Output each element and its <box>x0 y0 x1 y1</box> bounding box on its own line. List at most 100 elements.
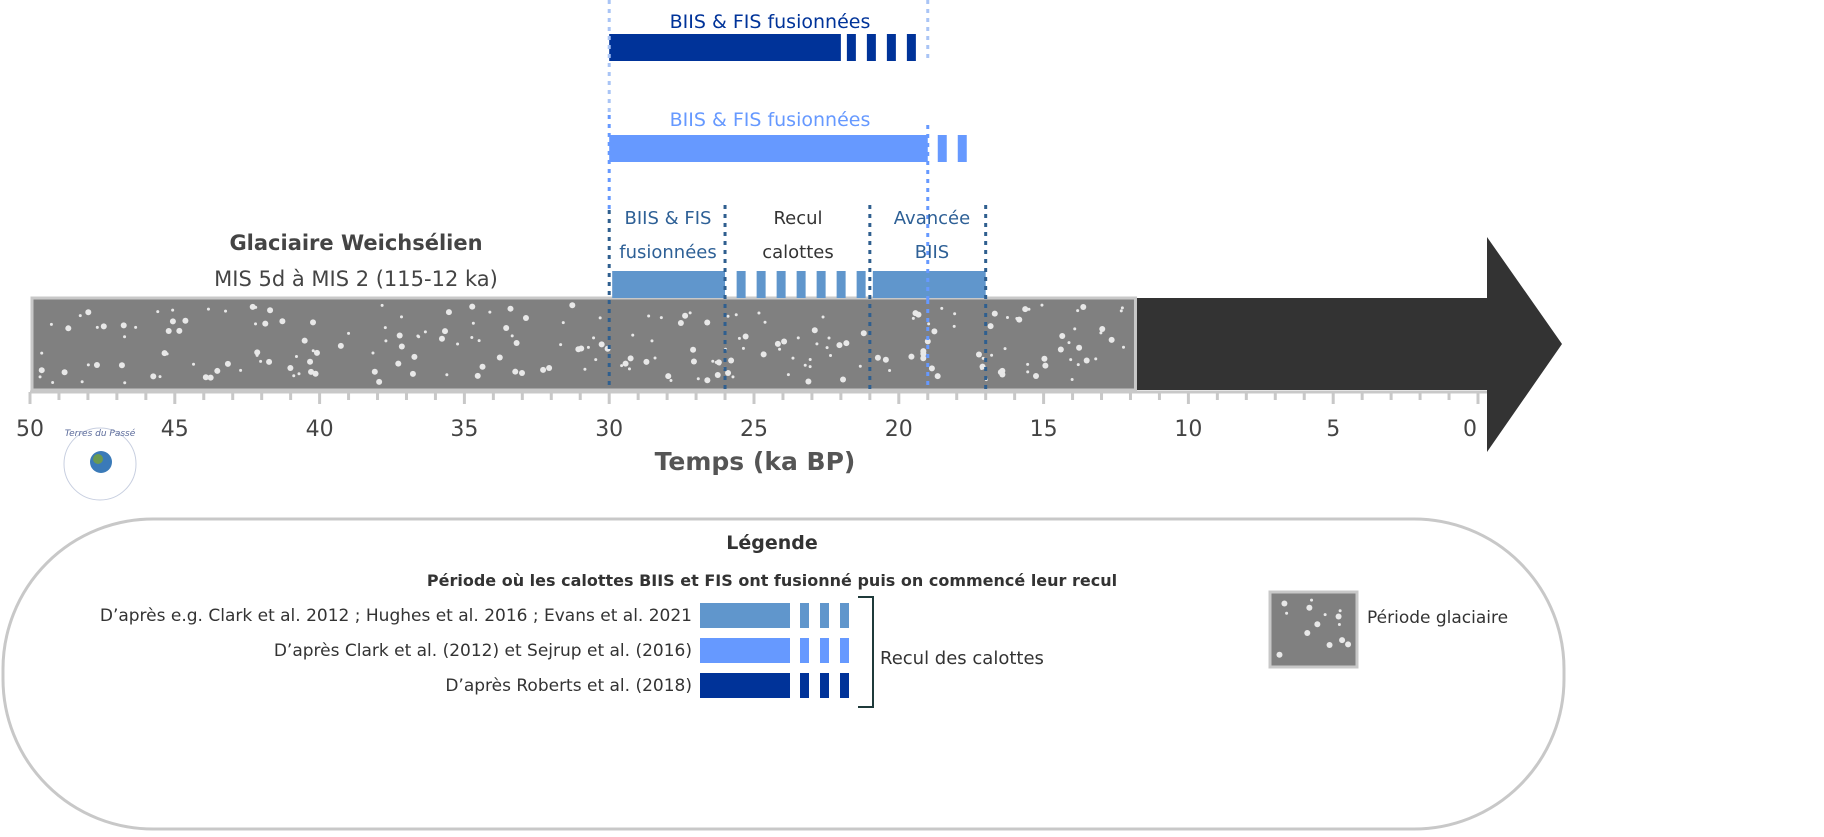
snow-dot <box>192 362 196 366</box>
snow-dot <box>920 355 927 362</box>
snow-dot <box>371 351 375 355</box>
snow-dot <box>920 350 927 357</box>
snow-dot <box>519 370 526 377</box>
snow-dot <box>987 323 994 330</box>
snow-dot <box>540 366 547 373</box>
legend-swatch-solid <box>700 638 790 663</box>
snow-dot <box>182 317 189 324</box>
snow-dot <box>927 322 931 326</box>
snow-dot <box>371 368 378 375</box>
bar-dash-clark-sejrup <box>937 135 947 162</box>
snow-dot <box>224 360 231 367</box>
snow-dot <box>993 312 997 316</box>
snow-dot <box>445 309 452 316</box>
snow-dot <box>815 342 819 346</box>
x-tick-label: 10 <box>1174 417 1202 442</box>
snow-dot <box>409 370 416 377</box>
snow-dot <box>310 319 317 326</box>
glacial-title: Glaciaire Weichsélien <box>229 231 482 255</box>
snow-dot <box>1337 622 1341 626</box>
legend-bracket <box>858 596 874 708</box>
legend-row-label: D’après Clark et al. (2012) et Sejrup et… <box>274 641 692 661</box>
snow-dot <box>682 312 689 319</box>
snow-dot <box>583 367 587 371</box>
snow-dot <box>1057 346 1064 353</box>
snow-dot <box>975 351 982 358</box>
snow-dot <box>513 339 520 346</box>
snow-dot <box>1042 362 1049 369</box>
snow-dot <box>981 356 985 360</box>
legend-swatch-dash <box>840 638 849 663</box>
legend-swatch-dash <box>840 673 849 698</box>
bar-segment-0 <box>612 271 726 298</box>
snow-dot <box>808 365 812 369</box>
snow-dot <box>202 374 209 381</box>
snow-dot <box>207 374 214 381</box>
snow-dot <box>287 364 294 371</box>
snow-dot <box>825 346 829 350</box>
snow-dot <box>1281 600 1288 607</box>
snow-dot <box>952 324 956 328</box>
snow-dot <box>38 367 45 374</box>
snow-dot <box>423 330 427 334</box>
snow-dot <box>620 364 624 368</box>
snow-dot <box>728 357 735 364</box>
snow-dot <box>1033 372 1040 379</box>
bar-dash-segment <box>816 271 826 298</box>
snow-dot <box>38 375 42 379</box>
bar-segment-2 <box>872 271 986 298</box>
snow-dot <box>1338 609 1342 613</box>
snow-dot <box>134 325 138 329</box>
snow-dot <box>1040 303 1044 307</box>
snow-dot <box>908 353 915 360</box>
snow-dot <box>438 335 445 342</box>
snow-dot <box>811 327 818 334</box>
snow-dot <box>307 358 314 365</box>
legend-row-label: D’après Roberts et al. (2018) <box>445 676 692 696</box>
snow-dot <box>669 378 673 382</box>
snow-dot <box>474 372 481 379</box>
snow-dot <box>80 380 84 384</box>
snow-dot <box>399 315 403 319</box>
x-tick-label: 40 <box>306 417 334 442</box>
bar-dash-roberts <box>846 34 856 61</box>
snow-dot <box>575 346 582 353</box>
snow-dot <box>1276 651 1283 658</box>
snow-dot <box>1306 604 1313 611</box>
snow-dot <box>297 372 301 376</box>
seg-merged-label-1: BIIS & FIS <box>625 208 712 229</box>
snow-dot <box>1304 630 1311 637</box>
snow-dot <box>40 351 44 355</box>
snow-dot <box>507 305 514 312</box>
snow-dot <box>85 309 92 316</box>
snow-dot <box>1067 341 1071 345</box>
snow-dot <box>781 338 788 345</box>
snow-dot <box>559 343 563 347</box>
x-axis-label: Temps (ka BP) <box>655 447 856 476</box>
snow-dot <box>763 320 767 324</box>
snow-dot <box>503 325 510 332</box>
snow-dot <box>688 311 692 315</box>
legend-swatch-dash <box>820 638 829 663</box>
snow-dot <box>1345 641 1352 648</box>
snow-dot <box>786 373 790 377</box>
snow-dot <box>384 339 388 343</box>
snow-dot <box>711 359 715 363</box>
glacial-period-bar <box>30 296 1137 392</box>
snow-dot <box>123 335 127 339</box>
snow-dot <box>267 307 274 314</box>
snow-dot <box>471 321 475 325</box>
snow-dot <box>665 373 672 380</box>
snow-dot <box>1122 345 1126 349</box>
bar-dash-segment <box>836 271 846 298</box>
row1-label: BIIS & FIS fusionnées <box>670 11 871 33</box>
legend-swatch-dash <box>820 603 829 628</box>
snow-dot <box>170 319 174 323</box>
bar-dash-segment <box>776 271 786 298</box>
snow-dot <box>1314 621 1321 628</box>
snow-dot <box>510 334 514 338</box>
seg-merged-label-2: fusionnées <box>619 242 716 263</box>
snow-dot <box>1120 306 1124 310</box>
snow-dot <box>150 373 157 380</box>
